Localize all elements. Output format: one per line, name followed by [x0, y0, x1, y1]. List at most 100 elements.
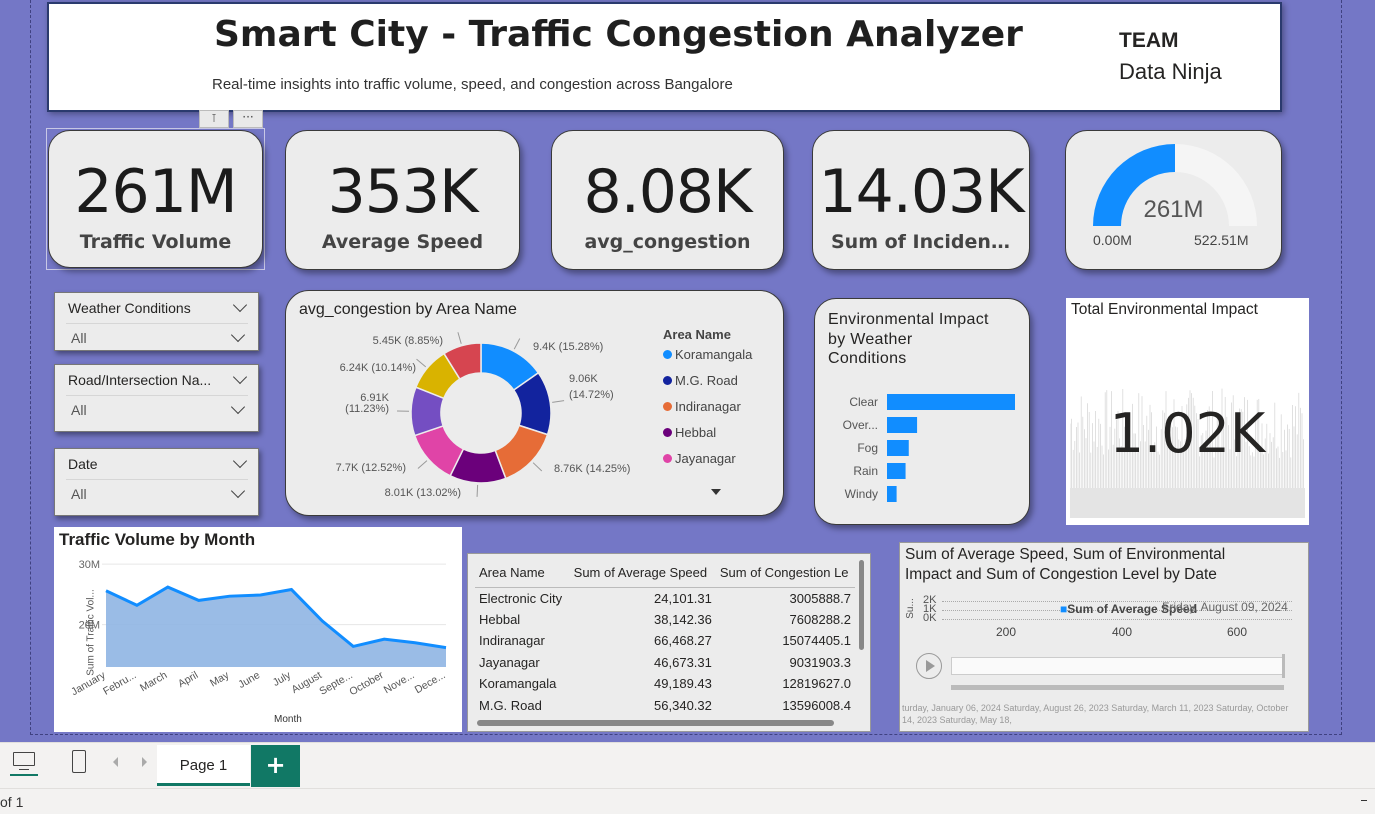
legend-item[interactable]: Hebbal [663, 425, 752, 451]
data-label: 7.7K (12.52%) [336, 462, 406, 474]
donut-title: avg_congestion by Area Name [299, 301, 517, 318]
x-tick: 600 [1227, 625, 1248, 639]
gauge-chart [1093, 144, 1257, 226]
visual-filter-icon[interactable]: ⊺ [199, 110, 229, 128]
timeline-labels: turday, January 06, 2024 Saturday, Augus… [902, 703, 1289, 725]
table-header[interactable]: Sum of Average Speed [569, 559, 716, 588]
line-chart-xlabel: Month [274, 714, 302, 725]
legend-label: M.G. Road [675, 373, 738, 388]
x-tick-label: August [290, 669, 324, 696]
bar [887, 440, 909, 456]
y-tick-label: 30M [79, 559, 100, 571]
y-tick: 0K [923, 612, 937, 624]
table-cell: Indiranagar [479, 633, 545, 649]
slicer-road-intersection[interactable]: Road/Intersection Na... All [54, 364, 259, 432]
kpi-card-average-speed[interactable]: 353K Average Speed [285, 130, 520, 270]
table-row[interactable]: Jayanagar 46,673.31 9031903.3 [475, 652, 855, 674]
mobile-view-icon[interactable] [72, 750, 86, 773]
env-bar-card[interactable]: Environmental Impact by Weather Conditio… [814, 298, 1030, 525]
chevron-down-icon[interactable] [232, 453, 248, 469]
scatter-title-line: Sum of Average Speed, Sum of Environment… [905, 546, 1226, 563]
chevron-down-icon[interactable] [230, 483, 246, 499]
kpi-card-traffic-volume[interactable]: 261M Traffic Volume [48, 130, 263, 268]
table-cell: Jayanagar [479, 654, 540, 670]
play-button[interactable] [916, 653, 942, 679]
gauge-max: 522.51M [1194, 232, 1249, 248]
x-tick-label: May [208, 669, 232, 690]
add-page-button[interactable]: + [251, 745, 300, 787]
donut-card[interactable]: avg_congestion by Area Name 9.4K (15.28%… [285, 290, 784, 516]
slicer-title: Road/Intersection Na... [68, 372, 212, 388]
table-row[interactable]: Electronic City 24,101.31 3005888.7 [475, 587, 855, 609]
slicer-value[interactable]: All [71, 402, 87, 418]
legend-dot-icon [663, 350, 672, 359]
scatter-legend-label: Sum of Average Speed [1067, 602, 1198, 616]
legend-scroll-down-icon[interactable] [711, 489, 721, 495]
line-chart-card[interactable]: Traffic Volume by Month Sum of Traffic V… [54, 527, 462, 732]
slicer-value[interactable]: All [71, 330, 87, 346]
legend-item[interactable]: Indiranagar [663, 399, 752, 425]
table-header[interactable]: Area Name [475, 559, 570, 588]
monitor-stand [19, 769, 29, 770]
x-tick-label: March [138, 669, 169, 694]
gauge-card[interactable]: 261M 0.00M 522.51M [1065, 130, 1282, 270]
legend-item[interactable]: M.G. Road [663, 373, 752, 399]
legend-title: Area Name [663, 327, 731, 342]
series-line [105, 585, 447, 650]
table-row[interactable]: Indiranagar 66,468.27 15074405.1 [475, 630, 855, 652]
next-page-icon[interactable] [142, 757, 147, 767]
play-axis-slider[interactable] [951, 657, 1284, 675]
table-horizontal-scrollbar[interactable] [477, 720, 834, 726]
play-axis-handle[interactable] [1282, 654, 1285, 678]
legend-dot-icon [663, 402, 672, 411]
table-viewport: Area Name Sum of Average Speed Sum of Co… [475, 559, 855, 719]
legend-label: Koramangala [675, 347, 753, 362]
leader-line [457, 332, 462, 344]
page-count-status: of 1 [0, 794, 24, 810]
x-tick-label: April [176, 669, 200, 690]
bar-category-label: Rain [853, 464, 878, 478]
slicer-divider [66, 323, 248, 324]
team-label: TEAM [1119, 29, 1179, 52]
legend-marker-icon: ■ [1060, 602, 1068, 616]
table-vertical-scrollbar[interactable] [859, 560, 864, 650]
total-env-title: Total Environmental Impact [1071, 301, 1258, 318]
slicer-weather-conditions[interactable]: Weather Conditions All [54, 292, 259, 351]
kpi-card-incidents[interactable]: 14.03K Sum of Incident ... [812, 130, 1030, 270]
table-row[interactable]: M.G. Road 56,340.32 13596008.4 [475, 695, 855, 717]
zoom-minus-icon[interactable] [1361, 800, 1367, 801]
table-card[interactable]: Area Name Sum of Average Speed Sum of Co… [467, 553, 871, 732]
scatter-gridline [942, 619, 1292, 620]
legend-item[interactable]: Koramangala [663, 347, 752, 373]
more-options-icon[interactable]: ··· [233, 110, 263, 128]
slicer-value[interactable]: All [71, 486, 87, 502]
slicer-title: Weather Conditions [68, 300, 191, 316]
legend-item[interactable]: Jayanagar [663, 451, 752, 477]
previous-page-icon[interactable] [113, 757, 118, 767]
legend-dot-icon [663, 428, 672, 437]
slicer-date[interactable]: Date All [54, 448, 259, 516]
legend-label: Jayanagar [675, 451, 736, 466]
leader-line [476, 484, 479, 497]
table-row[interactable]: Hebbal 38,142.36 7608288.2 [475, 609, 855, 631]
chevron-down-icon[interactable] [232, 297, 248, 313]
chevron-down-icon[interactable] [230, 399, 246, 415]
desktop-view-icon[interactable] [10, 750, 38, 776]
play-icon [926, 660, 935, 672]
legend-dot-icon [663, 454, 672, 463]
bar-category-label: Windy [845, 487, 878, 501]
chevron-down-icon[interactable] [230, 327, 246, 343]
tab-page-1[interactable]: Page 1 [157, 745, 250, 786]
table-row[interactable]: Koramangala 49,189.43 12819627.0 [475, 673, 855, 695]
total-env-card[interactable]: Total Environmental Impact 1.02K [1066, 298, 1309, 525]
table-header[interactable]: Sum of Congestion Le [715, 559, 855, 588]
scatter-card[interactable]: Sum of Average Speed, Sum of Environment… [899, 542, 1309, 732]
slicer-divider [66, 395, 248, 396]
table-cell: 46,673.31 [654, 654, 712, 670]
data-label: (14.72%) [569, 389, 614, 401]
chevron-down-icon[interactable] [232, 369, 248, 385]
x-tick: 400 [1112, 625, 1133, 639]
kpi-label: Average Speed [321, 231, 484, 253]
kpi-card-avg-congestion[interactable]: 8.08K avg_congestion [551, 130, 784, 270]
env-bar-title-line: Conditions [828, 350, 907, 367]
